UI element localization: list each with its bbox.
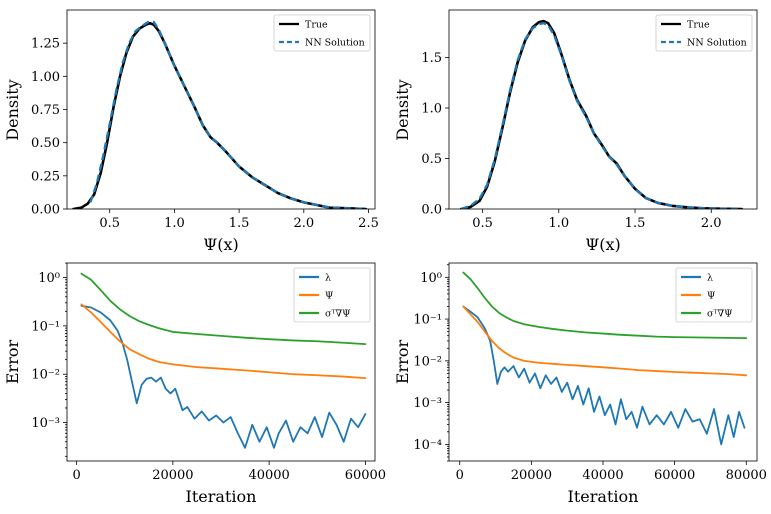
legend-box bbox=[293, 267, 371, 323]
y-tick-label: 1.00 bbox=[31, 70, 60, 85]
series-line-0 bbox=[80, 304, 367, 449]
axes-frame bbox=[448, 9, 758, 210]
x-tick-label: 0 bbox=[456, 468, 464, 483]
x-tick-label: 2.0 bbox=[701, 216, 722, 231]
y-tick-label: 1.0 bbox=[421, 101, 442, 116]
series-line-2 bbox=[462, 271, 748, 340]
y-tick-label: 0.00 bbox=[31, 203, 60, 218]
legend-label-2: σᵀ∇Ψ bbox=[325, 308, 350, 319]
series-line-2 bbox=[80, 272, 367, 345]
y-tick-label: 10⁻² bbox=[413, 354, 442, 369]
x-tick-label: 2.5 bbox=[358, 216, 379, 231]
legend-label-0: True bbox=[687, 19, 710, 30]
x-tick-label: 0 bbox=[72, 468, 80, 483]
series-line-1 bbox=[462, 305, 748, 377]
x-axis-label: Iteration bbox=[186, 487, 257, 506]
plot-area bbox=[72, 20, 368, 209]
y-tick-label: 10⁰ bbox=[420, 271, 442, 286]
x-tick-label: 1.5 bbox=[229, 216, 250, 231]
legend-label-0: λ bbox=[707, 272, 713, 283]
x-axis-label: Ψ(x) bbox=[203, 235, 239, 254]
panel-top-right: 0.5 1.0 1.5 2.0 0.0 0.5 1.0 1.5 Ψ(x) Density True N… bbox=[393, 9, 758, 254]
y-tick-label: 10⁻⁴ bbox=[413, 438, 442, 453]
panel-top-left: 0.5 1.0 1.5 2.0 2.5 0.00 0.25 0.50 0.75 1.00 1.25 Ψ… bbox=[3, 9, 379, 254]
plot-area bbox=[462, 271, 748, 446]
legend: True NN Solution bbox=[655, 14, 753, 52]
x-tick-label: 1.0 bbox=[548, 216, 569, 231]
legend-label-1: NN Solution bbox=[687, 37, 747, 48]
panel-bottom-right: 0 20000 40000 60000 80000 10⁻⁴ 10⁻³ 10⁻² 10⁻¹ 10⁰… bbox=[393, 262, 767, 506]
legend-label-1: NN Solution bbox=[305, 37, 365, 48]
y-tick-label: 0.75 bbox=[31, 103, 60, 118]
x-tick-label: 1.0 bbox=[164, 216, 185, 231]
x-axis-label: Iteration bbox=[568, 487, 639, 506]
y-tick-label: 10⁻² bbox=[31, 368, 60, 383]
x-tick-label: 20000 bbox=[152, 468, 193, 483]
x-axis-label: Ψ(x) bbox=[585, 235, 621, 254]
y-tick-label: 10⁰ bbox=[38, 271, 60, 286]
legend-label-1: Ψ bbox=[325, 290, 333, 301]
legend-label-1: Ψ bbox=[707, 290, 715, 301]
y-tick-label: 1.25 bbox=[31, 37, 60, 52]
y-tick-label: 10⁻³ bbox=[31, 416, 60, 431]
x-tick-label: 0.5 bbox=[99, 216, 120, 231]
y-tick-label: 1.5 bbox=[421, 51, 442, 66]
y-tick-label: 10⁻¹ bbox=[413, 313, 442, 328]
panel-bottom-left: 0 20000 40000 60000 10⁻³ 10⁻² 10⁻¹ 10⁰ Iteration… bbox=[3, 262, 386, 506]
x-tick-label: 2.0 bbox=[293, 216, 314, 231]
series-line-1 bbox=[460, 21, 742, 209]
y-tick-label: 10⁻³ bbox=[413, 396, 442, 411]
plot-area bbox=[80, 272, 367, 449]
x-tick-label: 0.5 bbox=[472, 216, 493, 231]
x-tick-label: 40000 bbox=[248, 468, 289, 483]
x-tick-label: 60000 bbox=[345, 468, 386, 483]
legend-box bbox=[675, 267, 753, 323]
x-tick-label: 80000 bbox=[726, 468, 767, 483]
series-line-1 bbox=[89, 20, 366, 209]
y-tick-label: 10⁻¹ bbox=[31, 319, 60, 334]
y-tick-label: 0.25 bbox=[31, 169, 60, 184]
y-tick-label: 0.50 bbox=[31, 136, 60, 151]
y-axis-label: Error bbox=[393, 340, 412, 385]
y-axis-label: Error bbox=[3, 340, 22, 385]
x-tick-label: 1.5 bbox=[625, 216, 646, 231]
y-tick-label: 0.0 bbox=[421, 203, 442, 218]
legend-label-0: True bbox=[305, 19, 328, 30]
legend-label-2: σᵀ∇Ψ bbox=[707, 308, 732, 319]
y-axis-label: Density bbox=[3, 79, 22, 140]
series-line-0 bbox=[462, 305, 746, 446]
x-tick-label: 40000 bbox=[582, 468, 623, 483]
x-tick-label: 20000 bbox=[511, 468, 552, 483]
x-tick-label: 60000 bbox=[654, 468, 695, 483]
legend-label-0: λ bbox=[325, 272, 331, 283]
series-line-1 bbox=[80, 303, 367, 380]
y-tick-label: 0.5 bbox=[421, 152, 442, 167]
axes-frame bbox=[66, 262, 376, 462]
plot-area bbox=[459, 19, 744, 209]
legend: True NN Solution bbox=[273, 14, 371, 52]
y-axis-label: Density bbox=[393, 79, 412, 140]
